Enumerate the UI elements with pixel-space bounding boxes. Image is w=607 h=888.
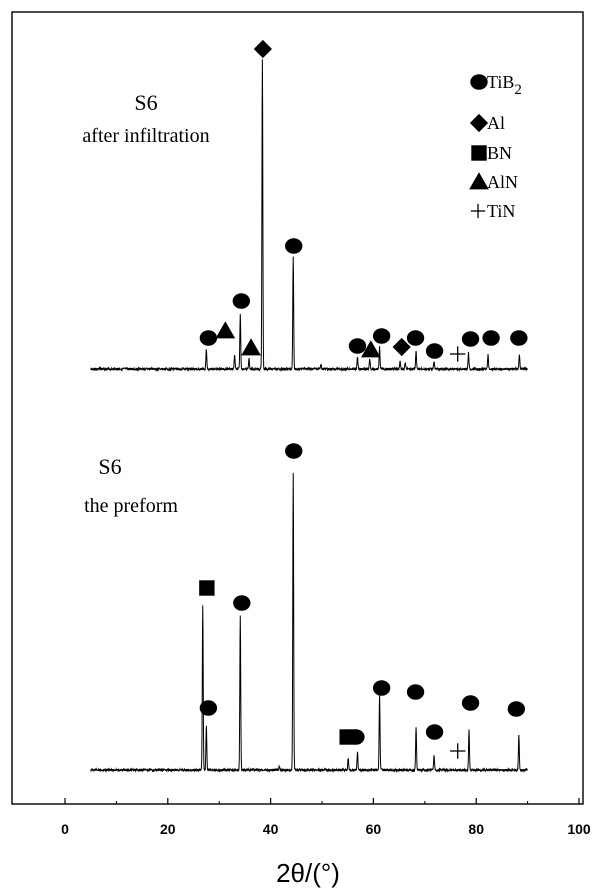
circle-marker — [425, 343, 444, 359]
circle-marker — [470, 74, 488, 90]
legend-label: AlN — [487, 172, 518, 192]
x-tick-label: 20 — [160, 821, 176, 837]
circle-marker — [199, 700, 218, 716]
legend-label: BN — [487, 143, 512, 163]
series-layer — [90, 59, 528, 774]
x-axis-ticks: 0 20 40 60 80 100 — [61, 798, 591, 837]
legend-item: AlN — [469, 172, 518, 192]
triangle-marker — [215, 321, 236, 339]
plus-marker — [449, 346, 466, 362]
circle-marker — [285, 443, 303, 459]
circle-marker — [348, 338, 367, 354]
legend: TiB2 Al BN AlN TiN — [469, 72, 522, 221]
circle-marker — [372, 680, 391, 696]
circle-marker — [507, 701, 525, 717]
plus-marker — [470, 203, 486, 219]
legend-item: Al — [469, 113, 505, 133]
plot-frame — [11, 11, 584, 805]
legend-item: BN — [471, 143, 512, 163]
square-marker — [199, 580, 215, 596]
series-label: after infiltration — [82, 125, 209, 147]
x-tick-label: 0 — [61, 821, 69, 837]
x-axis-label: 2θ/(°) — [276, 858, 340, 888]
circle-marker — [406, 330, 425, 346]
legend-label: TiN — [487, 201, 515, 221]
circle-marker — [232, 293, 250, 309]
circle-marker — [406, 684, 425, 700]
square-marker — [471, 145, 487, 161]
circle-marker — [482, 330, 500, 346]
series-label: S6 — [98, 454, 121, 479]
legend-label: TiB2 — [487, 72, 522, 98]
diamond-marker — [469, 113, 489, 133]
diamond-marker — [253, 39, 272, 59]
circle-marker — [372, 328, 391, 344]
x-tick-label: 100 — [567, 821, 591, 837]
triangle-marker — [361, 340, 381, 358]
x-tick-label: 40 — [263, 821, 279, 837]
circle-marker — [425, 724, 444, 740]
circle-marker — [510, 330, 528, 346]
circle-marker — [461, 331, 480, 347]
circle-marker — [285, 238, 303, 254]
legend-label: Al — [487, 113, 505, 133]
series-line — [90, 472, 528, 774]
series-label: S6 — [134, 90, 157, 115]
triangle-marker — [469, 172, 489, 190]
x-tick-label: 80 — [468, 821, 484, 837]
legend-item: TiN — [470, 201, 515, 221]
series-labels: S6 after infiltration S6 the preform — [82, 90, 209, 517]
circle-marker — [461, 695, 480, 711]
circle-marker — [233, 595, 251, 611]
peak-markers — [199, 39, 528, 759]
plus-marker — [449, 743, 466, 759]
series-label: the preform — [84, 495, 178, 517]
circle-marker — [199, 330, 218, 346]
triangle-marker — [241, 338, 261, 356]
diamond-marker — [392, 337, 411, 357]
x-tick-label: 60 — [366, 821, 382, 837]
series-line — [90, 59, 528, 373]
circle-marker — [347, 729, 365, 745]
legend-item: TiB2 — [470, 72, 522, 98]
